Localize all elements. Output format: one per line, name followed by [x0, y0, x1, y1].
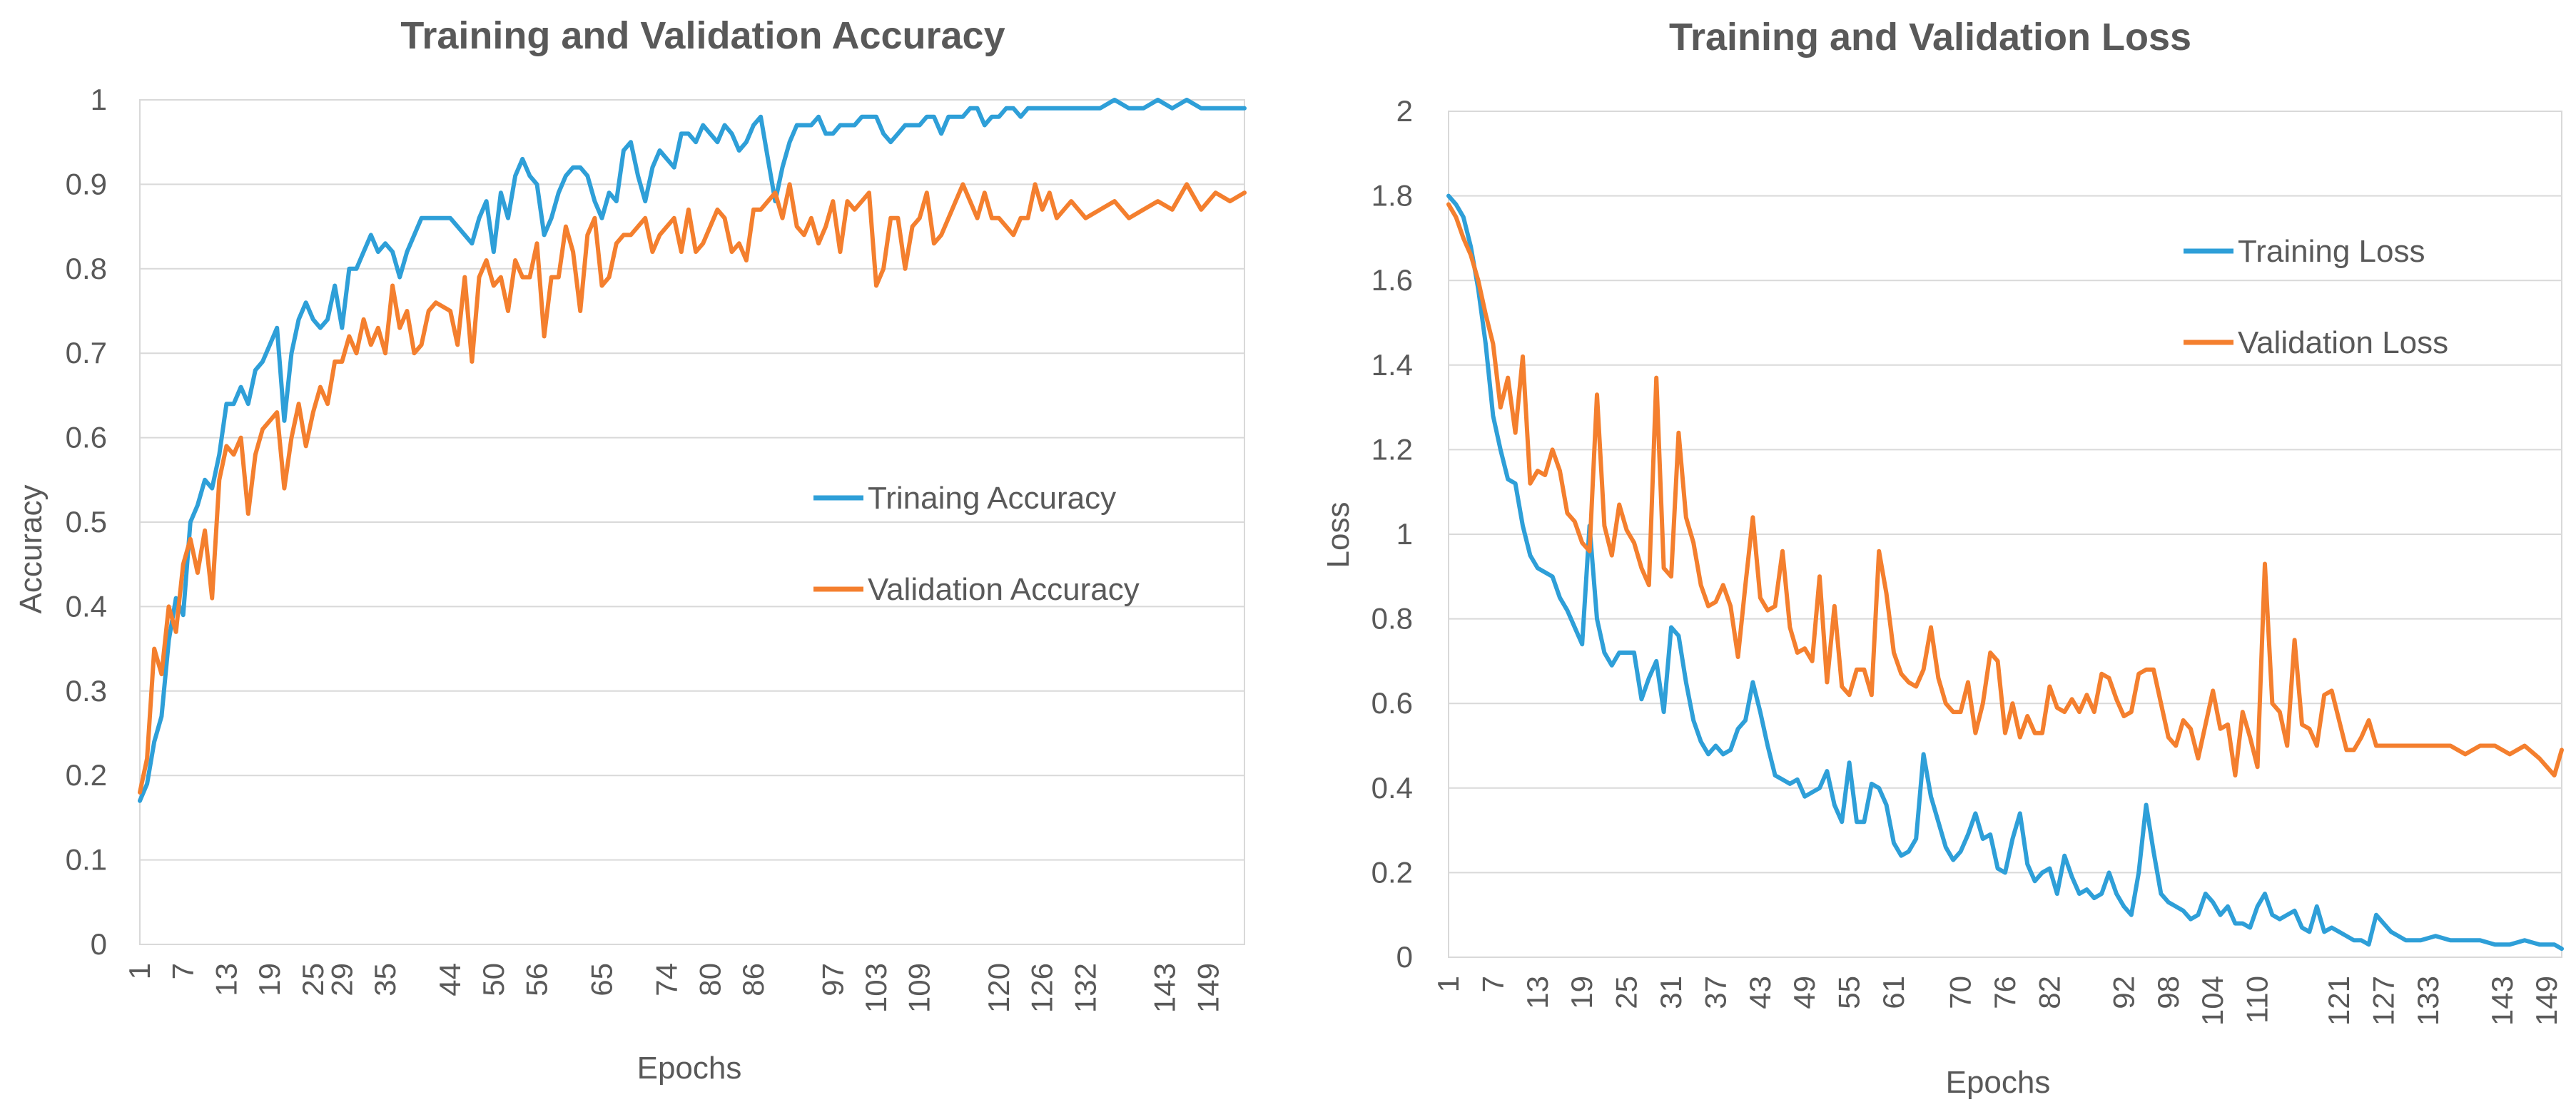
loss-y-tick-label: 1: [1396, 517, 1413, 551]
loss-x-tick-label: 49: [1788, 976, 1821, 1009]
loss-x-tick-label: 82: [2032, 976, 2066, 1009]
accuracy-x-tick-label: 50: [477, 963, 510, 996]
accuracy-y-tick-label: 0.5: [66, 505, 107, 539]
loss-series-line-validation: [1446, 202, 2564, 777]
accuracy-legend-label: Validation Accuracy: [868, 572, 1140, 607]
loss-x-axis-label: Epochs: [1946, 1065, 2051, 1100]
accuracy-x-tick-label: 80: [693, 963, 726, 996]
accuracy-x-tick-label: 7: [166, 963, 200, 979]
loss-y-tick-label: 0.4: [1371, 771, 1413, 805]
accuracy-y-tick-label: 0.6: [66, 421, 107, 454]
accuracy-x-tick-label: 120: [982, 963, 1015, 1013]
loss-x-tick-label: 121: [2322, 976, 2356, 1026]
loss-chart: Training and Validation Loss Loss Epochs…: [1321, 16, 2564, 1100]
accuracy-y-tick-label: 0.1: [66, 843, 107, 877]
accuracy-x-tick-label: 65: [585, 963, 619, 996]
loss-x-tick-label: 149: [2530, 976, 2563, 1026]
loss-x-tick-label: 61: [1877, 976, 1910, 1009]
loss-x-tick-label: 25: [1610, 976, 1643, 1009]
accuracy-x-tick-label: 143: [1148, 963, 1182, 1013]
loss-x-tick-label: 31: [1654, 976, 1688, 1009]
loss-x-tick-label: 76: [1988, 976, 2022, 1009]
accuracy-chart: Training and Validation Accuracy Accurac…: [14, 14, 1247, 1086]
loss-legend-label: Training Loss: [2238, 234, 2425, 269]
accuracy-y-tick-label: 0.9: [66, 167, 107, 200]
accuracy-chart-title: Training and Validation Accuracy: [400, 14, 1005, 57]
loss-x-tick-label: 127: [2366, 976, 2400, 1026]
loss-y-axis-label: Loss: [1321, 502, 1356, 568]
loss-legend-label: Validation Loss: [2238, 325, 2448, 360]
accuracy-y-tick-label: 0.8: [66, 252, 107, 285]
loss-y-tick-label: 1.2: [1371, 432, 1413, 466]
accuracy-y-tick-label: 0: [91, 927, 107, 961]
accuracy-x-tick-label: 13: [209, 963, 243, 996]
loss-series-line-training: [1446, 193, 2564, 952]
loss-y-tick-label: 0.8: [1371, 602, 1413, 636]
loss-y-tick-label: 1.6: [1371, 263, 1413, 297]
accuracy-series-line-training: [138, 98, 1247, 803]
accuracy-y-tick-label: 0.7: [66, 336, 107, 369]
accuracy-x-tick-label: 44: [433, 963, 467, 996]
accuracy-y-tick-label: 0.4: [66, 589, 107, 623]
accuracy-x-tick-label: 103: [859, 963, 893, 1013]
loss-x-tick-label: 92: [2106, 976, 2140, 1009]
loss-x-tick-label: 37: [1698, 976, 1732, 1009]
loss-y-tick-label: 0: [1396, 940, 1413, 974]
loss-x-tick-label: 43: [1743, 976, 1777, 1009]
accuracy-y-tick-label: 0.2: [66, 758, 107, 792]
loss-x-tick-label: 1: [1431, 976, 1465, 992]
accuracy-x-tick-label: 149: [1191, 963, 1224, 1013]
loss-x-tick-label: 7: [1476, 976, 1509, 992]
accuracy-x-axis-label: Epochs: [637, 1051, 742, 1086]
loss-x-tick-label: 104: [2196, 976, 2229, 1026]
loss-y-tick-label: 0.6: [1371, 686, 1413, 720]
accuracy-x-tick-label: 97: [816, 963, 849, 996]
loss-x-tick-label: 70: [1944, 976, 1977, 1009]
loss-x-tick-label: 19: [1565, 976, 1598, 1009]
accuracy-x-tick-label: 126: [1025, 963, 1059, 1013]
loss-x-tick-label: 55: [1832, 976, 1866, 1009]
accuracy-x-tick-label: 109: [903, 963, 936, 1013]
accuracy-x-tick-label: 25: [296, 963, 330, 996]
accuracy-x-tick-label: 56: [519, 963, 553, 996]
accuracy-series-line-validation: [138, 182, 1247, 795]
accuracy-x-tick-label: 132: [1068, 963, 1102, 1013]
accuracy-x-tick-label: 86: [736, 963, 770, 996]
loss-x-tick-label: 98: [2151, 976, 2185, 1009]
loss-x-tick-label: 133: [2411, 976, 2445, 1026]
accuracy-y-axis-label: Accuracy: [14, 485, 49, 614]
accuracy-x-tick-label: 1: [123, 963, 156, 979]
loss-chart-title: Training and Validation Loss: [1669, 16, 2191, 58]
accuracy-x-tick-label: 29: [325, 963, 358, 996]
accuracy-x-tick-label: 19: [253, 963, 286, 996]
loss-x-tick-label: 13: [1521, 976, 1554, 1009]
loss-x-tick-label: 110: [2241, 976, 2274, 1024]
loss-y-tick-label: 1.8: [1371, 179, 1413, 213]
accuracy-x-tick-label: 74: [650, 963, 684, 996]
accuracy-legend-label: Trinaing Accuracy: [868, 481, 1116, 516]
accuracy-y-tick-label: 1: [91, 83, 107, 116]
loss-y-tick-label: 0.2: [1371, 855, 1413, 889]
loss-y-tick-label: 1.4: [1371, 348, 1413, 382]
accuracy-y-tick-label: 0.3: [66, 674, 107, 708]
loss-y-tick-label: 2: [1396, 94, 1413, 128]
accuracy-x-tick-label: 35: [368, 963, 402, 996]
loss-x-tick-label: 143: [2485, 976, 2519, 1026]
